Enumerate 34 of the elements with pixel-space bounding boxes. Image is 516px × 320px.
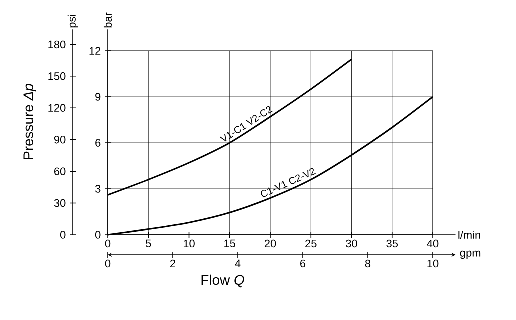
x-axis-title: Flow Q [202, 274, 244, 288]
x-tick-label: 30 [346, 240, 358, 248]
y-tick-label: 180 [48, 40, 66, 49]
x-tick-label: 5 [146, 240, 152, 248]
y-tick-label: 30 [54, 199, 66, 208]
y2-tick-label: 9 [96, 93, 101, 101]
y-axis-title: Pressure Δp [24, 84, 36, 160]
text: psi [68, 15, 78, 28]
x-tick-label: 10 [184, 240, 195, 248]
y2-tick-label: 12 [90, 47, 101, 55]
y2-tick-label: 6 [96, 139, 101, 147]
x2-tick-label: 4 [235, 260, 241, 268]
y-tick-label: 120 [48, 104, 66, 112]
x2-tick-label: 10 [428, 260, 439, 268]
x-tick-label: 40 [427, 240, 439, 248]
x2-tick-label: 2 [170, 260, 176, 268]
y2-tick-label: 3 [95, 185, 101, 193]
x-tick-label: 35 [386, 240, 398, 248]
y-tick-label: 90 [54, 136, 66, 144]
x2-tick-label: 8 [365, 260, 371, 268]
x-tick-label: 15 [224, 240, 236, 248]
y-tick-label: 0 [60, 231, 66, 239]
x2-tick-label: 6 [300, 260, 306, 268]
x-tick-label: 0 [105, 240, 111, 248]
x-tick-label: 20 [264, 240, 276, 248]
y-tick-label: 150 [48, 72, 66, 80]
text: C1-V1 C2-V2 [261, 168, 316, 198]
x2-tick-label: 0 [105, 260, 111, 268]
y2-axis-title: bar [104, 12, 112, 28]
y-tick-label: 60 [54, 168, 66, 176]
y2-tick-label: 0 [95, 231, 101, 239]
x-tick-label: 25 [306, 240, 317, 248]
text: l/min [458, 230, 480, 240]
x2-axis-title: gpm [460, 250, 481, 260]
